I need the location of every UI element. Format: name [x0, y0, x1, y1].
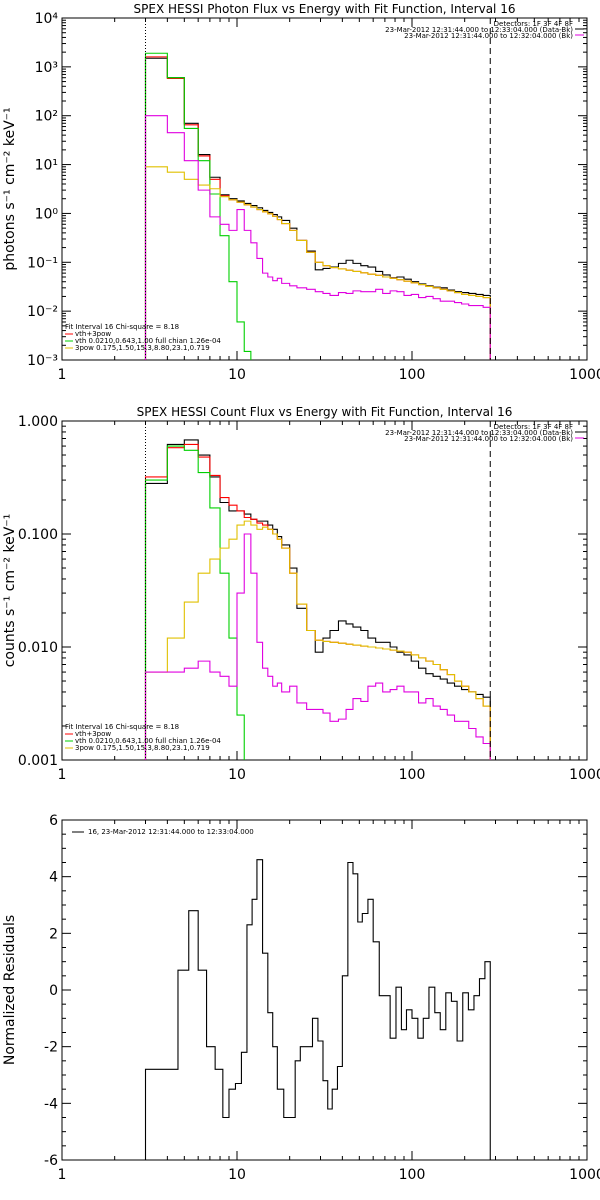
y-tick-label: -4: [44, 1096, 58, 1112]
y-tick-label: 10¹: [35, 158, 58, 174]
fit-legend-line: vth+3pow: [75, 330, 111, 338]
series-line-3: [144, 445, 245, 760]
fit-info-line: Detectors: 1F 3F 4F 8F: [494, 20, 573, 28]
x-tick-label: 1: [58, 1167, 67, 1183]
y-tick-label: 10⁻³: [27, 353, 58, 369]
fit-legend-line: 3pow 0.175,1.50,15.3,8.80,23.1,0.719: [75, 344, 210, 352]
y-tick-label: 1.000: [18, 414, 58, 430]
residual-line: [144, 859, 491, 1160]
plot-frame: [61, 17, 588, 361]
fit-legend-line: vth+3pow: [75, 730, 111, 738]
y-axis-label: counts s⁻¹ cm⁻² keV⁻¹: [2, 514, 18, 668]
series-line-5: [144, 533, 491, 760]
x-tick-label: 10: [228, 1167, 246, 1183]
y-tick-label: 2: [49, 926, 58, 942]
series-line-1: [144, 439, 491, 760]
residual-legend-label: 16, 23-Mar-2012 12:31:44.000 to 12:33:04…: [88, 828, 254, 836]
chart-panel-2: SPEX HESSI Count Flux vs Energy with Fit…: [2, 405, 600, 783]
series-line-2: [144, 56, 491, 360]
series-line-4: [144, 520, 491, 760]
fit-legend-line: Fit Interval 16 Chi-square = 8.18: [65, 323, 179, 331]
x-tick-label: 100: [399, 767, 426, 783]
x-tick-label: 10: [228, 767, 246, 783]
y-tick-label: -6: [44, 1153, 58, 1169]
x-tick-label: 1: [58, 767, 67, 783]
series-line-3: [144, 52, 252, 360]
fit-legend-line: Fit Interval 16 Chi-square = 8.18: [65, 723, 179, 731]
y-axis-label: photons s⁻¹ cm⁻² keV⁻¹: [2, 107, 18, 270]
y-tick-label: 6: [49, 813, 58, 829]
chart-title: SPEX HESSI Photon Flux vs Energy with Fi…: [134, 2, 516, 16]
series-line-4: [144, 166, 491, 360]
x-tick-label: 100: [399, 1167, 426, 1183]
series-line-5: [144, 115, 491, 360]
y-tick-label: 0.100: [18, 527, 58, 543]
chart-title: SPEX HESSI Count Flux vs Energy with Fit…: [137, 405, 513, 419]
y-tick-label: -2: [44, 1040, 58, 1056]
series-line-1: [144, 57, 491, 360]
y-tick-label: 10⁰: [35, 206, 59, 222]
plot-frame: [61, 420, 588, 761]
y-axis-label: Normalized Residuals: [2, 915, 18, 1065]
fit-info-line: 23-Mar-2012 12:31:44.000 to 12:33:04.000…: [385, 26, 573, 34]
x-tick-label: 100: [399, 367, 426, 383]
plot-frame: [61, 819, 588, 1161]
y-tick-label: 4: [49, 870, 58, 886]
plot-data-area: [144, 439, 491, 760]
y-tick-label: 10²: [35, 109, 58, 125]
fit-legend-line: vth 0.0210,0.643,1.00 full chian 1.26e-0…: [75, 737, 221, 745]
plot-data-area: [144, 52, 491, 360]
fit-legend-line: 3pow 0.175,1.50,15.3,8.80,23.1,0.719: [75, 744, 210, 752]
fit-info-line: Detectors: 1F 3F 4F 8F: [494, 423, 573, 431]
y-tick-label: 0.010: [18, 640, 58, 656]
plot-data-area: [144, 859, 491, 1160]
y-tick-label: 0: [49, 983, 58, 999]
y-tick-label: 10³: [35, 60, 58, 76]
fit-info-line: 23-Mar-2012 12:31:44.000 to 12:33:04.000…: [385, 429, 573, 437]
fit-info-line: 23-Mar-2012 12:31:44.000 to 12:32:04.000…: [404, 435, 573, 443]
y-tick-label: 10⁴: [35, 11, 59, 27]
fit-info-line: 23-Mar-2012 12:31:44.000 to 12:32:04.000…: [404, 32, 573, 40]
y-tick-label: 10⁻¹: [27, 255, 58, 271]
chart-panel-1: SPEX HESSI Photon Flux vs Energy with Fi…: [2, 2, 600, 383]
x-tick-label: 10: [228, 367, 246, 383]
fit-legend-line: vth 0.0210,0.643,1.00 full chian 1.26e-0…: [75, 337, 221, 345]
x-tick-label: 1: [58, 367, 67, 383]
series-line-2: [144, 443, 491, 760]
y-tick-label: 0.001: [18, 753, 58, 769]
y-tick-label: 10⁻²: [27, 304, 58, 320]
